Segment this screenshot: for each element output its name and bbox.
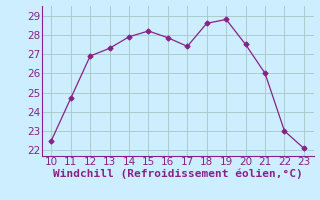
X-axis label: Windchill (Refroidissement éolien,°C): Windchill (Refroidissement éolien,°C) bbox=[53, 169, 302, 179]
